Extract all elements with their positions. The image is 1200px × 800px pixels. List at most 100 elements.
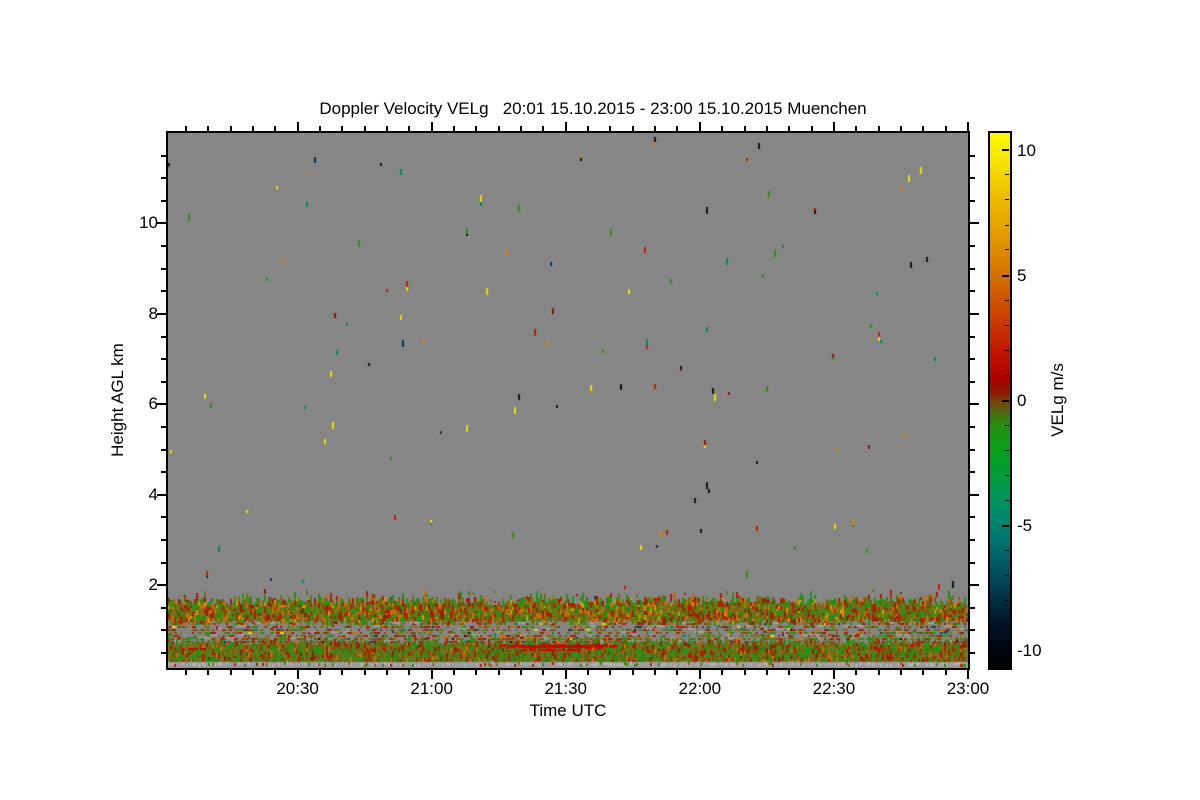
colorbar-gradient: [990, 133, 1010, 668]
axis-tick: [788, 126, 790, 131]
axis-tick: [1005, 350, 1009, 351]
axis-tick: [364, 126, 366, 131]
axis-tick: [970, 471, 975, 473]
heatmap-canvas: [168, 133, 968, 668]
axis-tick: [1005, 199, 1009, 200]
axis-tick: [161, 268, 166, 270]
axis-tick: [161, 539, 166, 541]
y-tick-label: 2: [148, 575, 158, 595]
axis-tick: [1002, 275, 1009, 277]
axis-tick: [676, 670, 678, 675]
axis-tick: [970, 607, 975, 609]
x-tick-label: 22:00: [678, 679, 722, 698]
axis-tick: [811, 670, 813, 675]
axis-tick: [185, 126, 187, 131]
axis-tick: [970, 155, 975, 157]
axis-tick: [161, 245, 166, 247]
axis-tick: [475, 670, 477, 675]
axis-tick: [1005, 375, 1009, 376]
axis-tick: [161, 449, 166, 451]
axis-tick: [609, 126, 611, 131]
axis-tick: [967, 122, 969, 131]
axis-tick: [766, 126, 768, 131]
axis-tick: [498, 670, 500, 675]
axis-tick: [970, 494, 979, 496]
axis-tick: [922, 126, 924, 131]
axis-tick: [207, 126, 209, 131]
axis-tick: [970, 200, 975, 202]
x-tick-label: 22:30: [812, 679, 856, 698]
axis-tick: [161, 516, 166, 518]
axis-tick: [475, 126, 477, 131]
colorbar-tick-label: -10: [1017, 640, 1042, 660]
axis-tick: [855, 670, 857, 675]
axis-tick: [1005, 174, 1009, 175]
axis-tick: [970, 584, 979, 586]
axis-tick: [161, 471, 166, 473]
axis-tick: [970, 629, 975, 631]
axis-tick: [970, 313, 979, 315]
axis-tick: [542, 126, 544, 131]
axis-tick: [161, 426, 166, 428]
axis-tick: [970, 449, 975, 451]
axis-tick: [1005, 325, 1009, 326]
y-tick-label: 6: [148, 394, 158, 414]
axis-tick: [878, 670, 880, 675]
axis-tick: [945, 670, 947, 675]
x-tick-label: 20:30: [276, 679, 319, 698]
axis-tick: [970, 426, 975, 428]
axis-tick: [970, 562, 975, 564]
colorbar-tick-label: 0: [1017, 390, 1027, 410]
axis-tick: [565, 122, 567, 131]
axis-tick: [341, 670, 343, 675]
axis-tick: [161, 629, 166, 631]
axis-tick: [408, 670, 410, 675]
axis-tick: [364, 670, 366, 675]
axis-tick: [252, 126, 254, 131]
y-tick-label: 10: [139, 213, 158, 233]
axis-tick: [520, 126, 522, 131]
x-tick-label: 23:00: [946, 679, 990, 698]
axis-tick: [157, 313, 166, 315]
axis-tick: [922, 670, 924, 675]
axis-tick: [297, 670, 299, 679]
axis-tick: [1002, 650, 1009, 652]
axis-tick: [970, 358, 975, 360]
axis-tick: [945, 126, 947, 131]
axis-tick: [1005, 500, 1009, 501]
axis-tick: [161, 177, 166, 179]
axis-tick: [1005, 475, 1009, 476]
axis-tick: [721, 670, 723, 675]
axis-tick: [161, 358, 166, 360]
axis-tick: [632, 126, 634, 131]
axis-tick: [609, 670, 611, 675]
colorbar-tick-label: 10: [1017, 140, 1036, 160]
axis-tick: [970, 222, 979, 224]
axis-tick: [319, 126, 321, 131]
axis-tick: [721, 126, 723, 131]
axis-tick: [970, 381, 975, 383]
axis-tick: [161, 155, 166, 157]
axis-tick: [970, 336, 975, 338]
axis-tick: [970, 268, 975, 270]
axis-tick: [274, 670, 276, 675]
axis-tick: [970, 290, 975, 292]
axis-tick: [1002, 400, 1009, 402]
axis-tick: [855, 126, 857, 131]
axis-tick: [788, 670, 790, 675]
axis-tick: [157, 222, 166, 224]
axis-tick: [1005, 225, 1009, 226]
axis-tick: [1005, 550, 1009, 551]
axis-tick: [878, 126, 880, 131]
axis-tick: [1005, 625, 1009, 626]
axis-tick: [274, 126, 276, 131]
axis-tick: [699, 670, 701, 679]
x-tick-label: 21:00: [410, 679, 453, 698]
axis-tick: [542, 670, 544, 675]
axis-tick: [970, 652, 975, 654]
axis-tick: [744, 126, 746, 131]
axis-tick: [699, 122, 701, 131]
axis-tick: [565, 670, 567, 679]
axis-tick: [654, 670, 656, 675]
